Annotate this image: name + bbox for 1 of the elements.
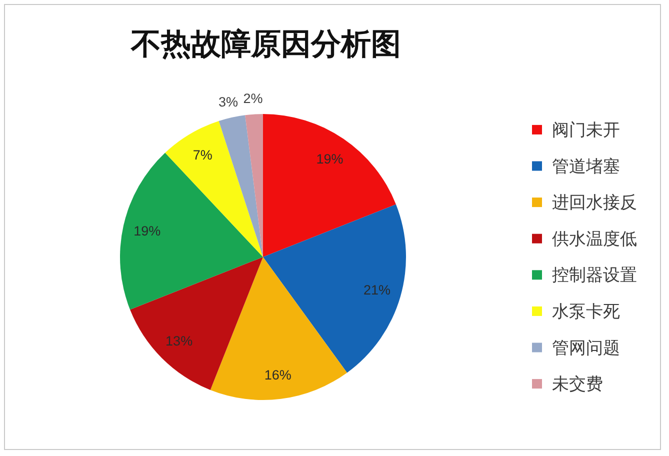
title: 不热故障原因分析图: [131, 28, 401, 61]
